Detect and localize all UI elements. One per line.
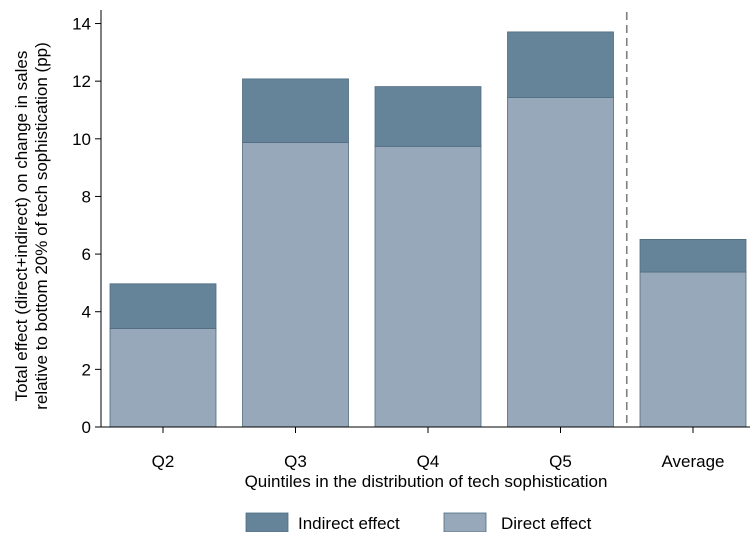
bars-group <box>109 31 747 428</box>
legend-label-indirect: Indirect effect <box>298 514 400 532</box>
x-axis-ticks: Q2 Q3 Q4 Q5 Average <box>152 427 725 471</box>
bar-indirect-effect-q3 <box>242 78 349 144</box>
bar-direct-effect-q3 <box>242 142 349 428</box>
y-axis-label-line-1: Total effect (direct+indirect) on change… <box>12 51 31 402</box>
legend-label-direct: Direct effect <box>501 514 592 532</box>
bar-direct-effect-average <box>639 271 747 428</box>
y-axis-label-line-2: relative to bottom 20% of tech sophistic… <box>32 42 51 410</box>
legend-swatch-direct <box>443 512 487 533</box>
bar-indirect-effect-q5 <box>507 31 614 98</box>
x-tick-label-q2: Q2 <box>152 452 175 471</box>
y-axis-ticks: 0 2 4 6 8 10 12 14 <box>72 15 101 437</box>
bar-direct-effect-q4 <box>374 145 482 428</box>
legend-swatch-indirect <box>245 512 289 533</box>
bar-direct-effect-q2 <box>109 327 217 428</box>
y-tick-label-2: 2 <box>82 360 91 379</box>
x-tick-label-q4: Q4 <box>417 452 440 471</box>
x-tick-label-q5: Q5 <box>549 452 572 471</box>
legend: Indirect effect Direct effect <box>245 512 592 533</box>
bar-indirect-effect-q2 <box>109 283 217 329</box>
x-tick-label-q3: Q3 <box>284 452 307 471</box>
y-tick-label-14: 14 <box>72 15 91 34</box>
y-tick-label-6: 6 <box>82 245 91 264</box>
y-tick-label-8: 8 <box>82 187 91 206</box>
y-tick-label-4: 4 <box>82 303 91 322</box>
x-tick-label-average: Average <box>661 452 724 471</box>
bar-indirect-effect-average <box>639 238 747 273</box>
bar-indirect-effect-q4 <box>374 86 482 147</box>
y-tick-label-12: 12 <box>72 72 91 91</box>
bar-direct-effect-q5 <box>507 97 614 428</box>
x-axis-label: Quintiles in the distribution of tech so… <box>245 472 608 491</box>
y-tick-label-0: 0 <box>82 418 91 437</box>
y-tick-label-10: 10 <box>72 130 91 149</box>
